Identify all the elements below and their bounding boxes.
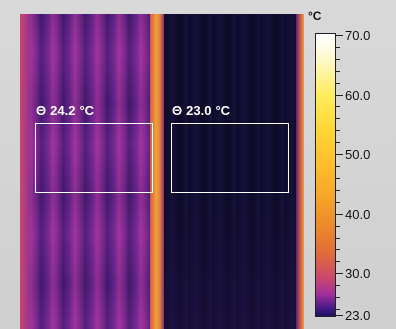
scale-minor-tick	[336, 261, 340, 262]
scale-major-tick	[336, 154, 343, 155]
measurement-value-2: 23.0	[186, 103, 212, 118]
scale-label: 60.0	[345, 88, 371, 103]
measurement-unit-1: °C	[79, 103, 95, 118]
scale-minor-tick	[336, 297, 340, 298]
measurement-label-1: Θ 24.2 °C	[36, 104, 94, 118]
scale-unit: °C	[308, 9, 322, 23]
warm-panel	[20, 14, 163, 329]
theta-icon: Θ	[172, 103, 183, 118]
scale-minor-tick	[336, 59, 340, 60]
theta-icon: Θ	[36, 103, 47, 118]
scale-minor-tick	[336, 249, 340, 250]
scale-label: 23.0	[345, 308, 371, 323]
scale-major-tick	[336, 35, 343, 36]
measurement-value-1: 24.2	[50, 103, 76, 118]
scale-major-tick	[336, 315, 343, 316]
scale-major-tick	[336, 273, 343, 274]
measurement-label-2: Θ 23.0 °C	[172, 104, 230, 118]
scale-minor-tick	[336, 190, 340, 191]
measurement-box-2	[171, 123, 289, 193]
scale-minor-tick	[336, 71, 340, 72]
scale-minor-tick	[336, 47, 340, 48]
scale-minor-tick	[336, 166, 340, 167]
temperature-scale-bar	[315, 33, 336, 317]
right-hot-edge	[296, 14, 304, 329]
scale-label: 70.0	[345, 28, 371, 43]
scale-minor-tick	[336, 118, 340, 119]
scale-minor-tick	[336, 83, 340, 84]
scale-major-tick	[336, 214, 343, 215]
measurement-box-1	[35, 123, 153, 193]
scale-minor-tick	[336, 130, 340, 131]
cool-panel	[164, 14, 296, 329]
scale-minor-tick	[336, 226, 340, 227]
scale-major-tick	[336, 95, 343, 96]
scale-minor-tick	[336, 309, 340, 310]
scale-minor-tick	[336, 285, 340, 286]
scale-label: 40.0	[345, 207, 371, 222]
scale-minor-tick	[336, 178, 340, 179]
scale-minor-tick	[336, 142, 340, 143]
scale-minor-tick	[336, 106, 340, 107]
scale-minor-tick	[336, 202, 340, 203]
scale-minor-tick	[336, 238, 340, 239]
center-hot-strip	[150, 14, 164, 329]
thermal-image: Θ 24.2 °C Θ 23.0 °C	[20, 14, 304, 329]
scale-label: 30.0	[345, 266, 371, 281]
left-hot-edge	[20, 14, 32, 329]
scale-label: 50.0	[345, 147, 371, 162]
measurement-unit-2: °C	[215, 103, 231, 118]
